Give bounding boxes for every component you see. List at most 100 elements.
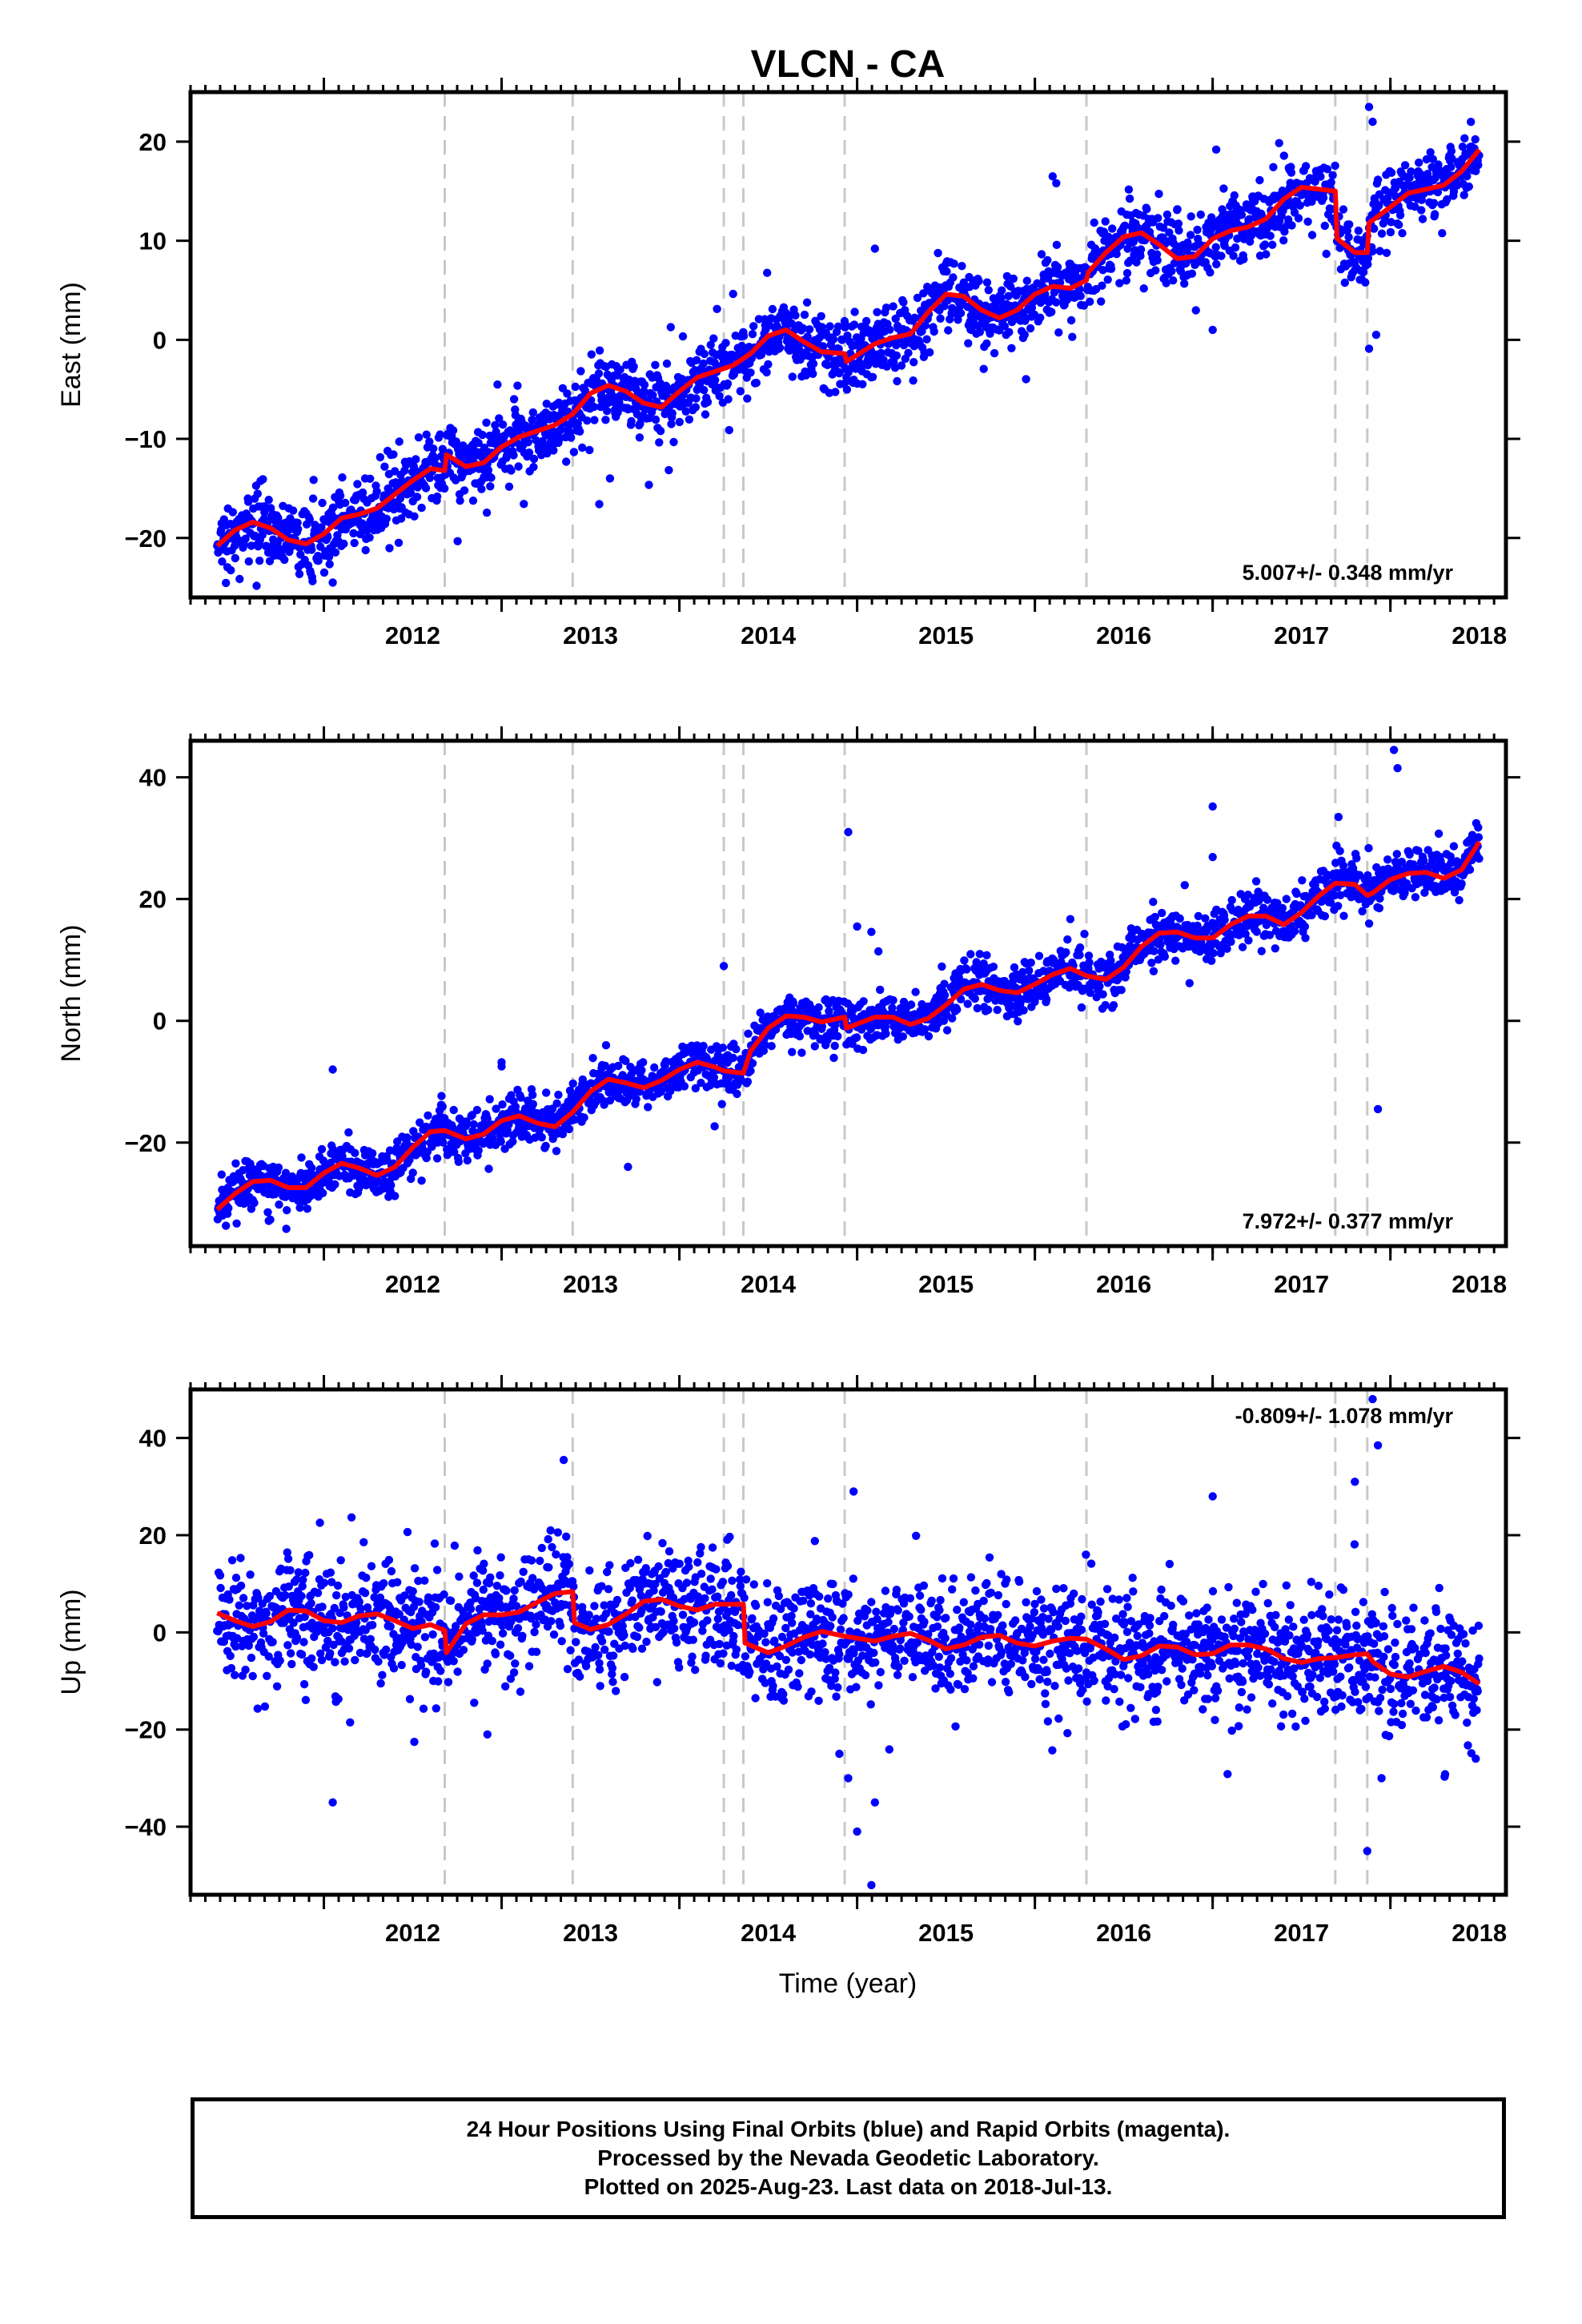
data-point bbox=[1208, 802, 1217, 811]
data-point bbox=[453, 537, 462, 545]
data-point bbox=[830, 1041, 839, 1051]
data-point bbox=[1471, 135, 1480, 144]
data-point bbox=[1124, 185, 1134, 194]
data-point bbox=[934, 248, 942, 258]
data-point bbox=[492, 1104, 500, 1113]
data-point bbox=[906, 1000, 916, 1009]
data-point bbox=[543, 449, 552, 458]
data-point bbox=[1411, 202, 1419, 211]
data-point bbox=[1174, 219, 1183, 228]
data-point bbox=[868, 372, 877, 381]
data-point bbox=[1191, 306, 1200, 315]
data-point bbox=[474, 1146, 483, 1155]
data-point bbox=[595, 346, 604, 355]
data-point bbox=[1426, 148, 1435, 157]
data-point bbox=[1449, 187, 1459, 196]
data-point bbox=[482, 509, 492, 517]
data-point bbox=[1301, 162, 1311, 171]
data-point bbox=[450, 1148, 459, 1156]
data-point bbox=[885, 325, 894, 334]
data-point bbox=[1387, 168, 1396, 177]
data-point bbox=[328, 503, 338, 512]
data-point bbox=[275, 1656, 284, 1665]
data-point bbox=[1292, 889, 1301, 899]
data-point bbox=[724, 395, 733, 404]
data-point bbox=[1109, 1001, 1118, 1010]
data-point bbox=[396, 494, 405, 503]
data-point bbox=[268, 1638, 277, 1647]
data-point bbox=[351, 1148, 359, 1158]
data-point bbox=[921, 321, 930, 330]
data-point bbox=[773, 321, 781, 331]
data-point bbox=[1279, 151, 1289, 160]
chart-title: VLCN - CA bbox=[751, 43, 946, 86]
rate-label: 7.972+/- 0.377 mm/yr bbox=[1243, 1209, 1454, 1233]
data-point bbox=[299, 1638, 308, 1647]
data-point bbox=[344, 1644, 354, 1653]
data-point bbox=[218, 557, 227, 566]
data-point bbox=[331, 1658, 339, 1667]
data-point bbox=[911, 987, 920, 996]
data-point bbox=[767, 1042, 776, 1051]
data-point bbox=[669, 437, 678, 447]
data-point bbox=[640, 387, 648, 396]
data-point bbox=[460, 486, 469, 495]
data-point bbox=[1037, 250, 1046, 259]
data-point bbox=[844, 827, 853, 837]
data-point bbox=[764, 360, 773, 369]
data-point bbox=[752, 378, 761, 388]
data-point bbox=[556, 424, 565, 434]
data-point bbox=[429, 444, 438, 453]
data-point bbox=[982, 951, 991, 960]
data-point bbox=[1392, 850, 1402, 858]
data-point bbox=[309, 476, 318, 485]
data-point bbox=[675, 417, 684, 427]
data-point bbox=[1323, 165, 1332, 174]
data-point bbox=[331, 548, 340, 557]
data-point bbox=[1207, 956, 1216, 966]
data-point bbox=[942, 267, 951, 276]
data-point bbox=[366, 474, 375, 483]
data-point bbox=[904, 348, 913, 357]
data-point bbox=[1043, 255, 1052, 265]
data-point bbox=[1377, 229, 1387, 238]
data-point bbox=[528, 1100, 537, 1108]
x-tick-label: 2012 bbox=[385, 1270, 440, 1298]
data-point bbox=[814, 1003, 823, 1012]
data-point bbox=[1252, 927, 1261, 936]
data-point bbox=[288, 506, 298, 515]
data-point bbox=[253, 1704, 262, 1713]
data-point bbox=[881, 304, 891, 312]
data-point bbox=[222, 578, 231, 588]
data-point bbox=[272, 1682, 282, 1691]
data-point bbox=[385, 544, 394, 553]
data-point bbox=[1162, 210, 1172, 219]
data-point bbox=[613, 408, 622, 417]
data-point bbox=[1227, 937, 1235, 947]
data-point bbox=[922, 335, 931, 344]
data-point bbox=[1010, 963, 1019, 972]
data-point bbox=[373, 1176, 383, 1186]
data-point bbox=[787, 319, 796, 328]
data-point bbox=[1467, 118, 1476, 127]
data-point bbox=[1227, 895, 1236, 905]
data-point bbox=[1007, 344, 1016, 352]
data-point bbox=[691, 1084, 700, 1093]
data-point bbox=[1165, 228, 1174, 237]
data-point bbox=[1047, 308, 1056, 316]
data-point bbox=[956, 308, 966, 318]
data-point bbox=[260, 1702, 270, 1711]
data-point bbox=[1387, 218, 1395, 227]
data-point bbox=[954, 316, 962, 324]
data-point bbox=[227, 1556, 237, 1565]
data-point bbox=[1271, 944, 1280, 953]
data-point bbox=[1101, 217, 1110, 226]
data-point bbox=[341, 498, 350, 508]
data-point bbox=[595, 500, 604, 509]
data-point bbox=[571, 382, 580, 392]
data-point bbox=[768, 304, 777, 314]
data-point bbox=[1125, 194, 1134, 203]
data-point bbox=[1052, 240, 1062, 249]
data-point bbox=[281, 1168, 291, 1177]
data-point bbox=[407, 489, 416, 497]
